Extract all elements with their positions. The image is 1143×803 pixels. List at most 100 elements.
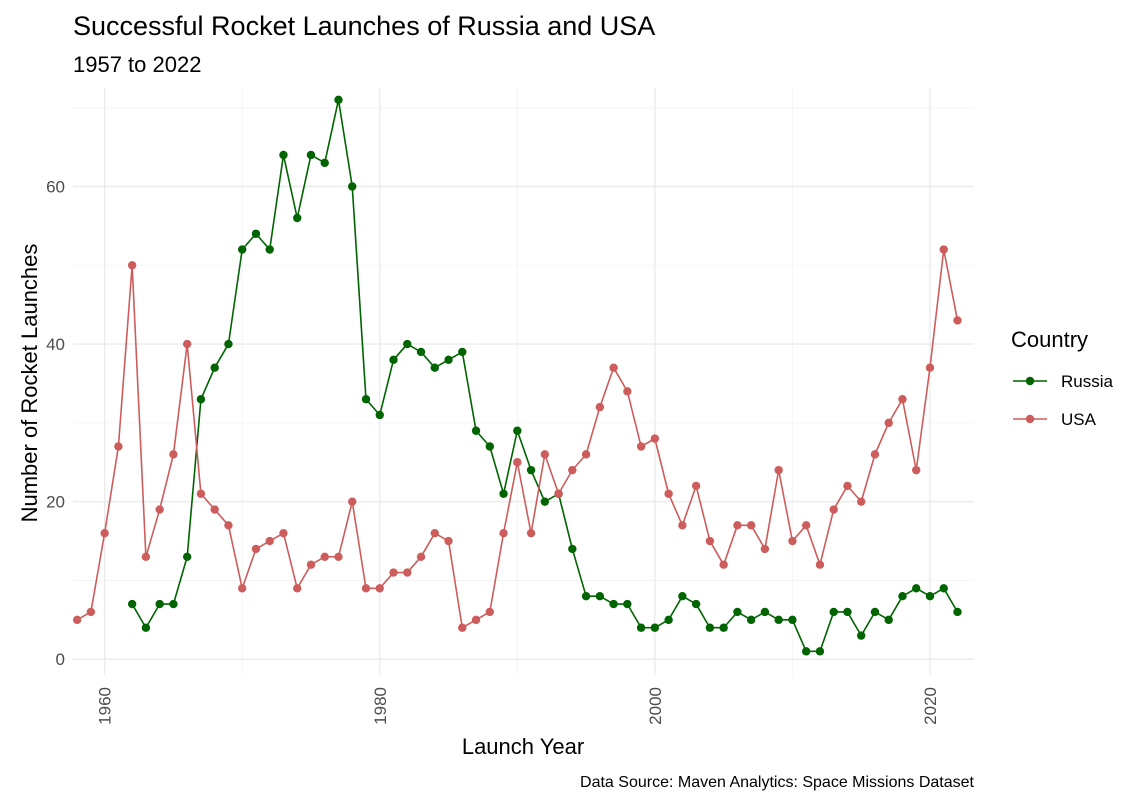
- russia-point: [925, 592, 935, 601]
- russia-point: [815, 647, 825, 656]
- legend-key-point: [1025, 376, 1035, 386]
- russia-point: [265, 245, 274, 254]
- usa-point: [554, 489, 563, 498]
- usa-point: [72, 615, 82, 625]
- russia-point: [237, 245, 247, 254]
- y-axis-title: Number of Rocket Launches: [17, 244, 42, 523]
- russia-point: [678, 592, 687, 601]
- russia-point: [953, 607, 962, 617]
- russia-point: [581, 592, 591, 601]
- usa-point: [884, 418, 893, 428]
- russia-point: [293, 213, 302, 223]
- usa-point: [925, 363, 935, 372]
- legend-item-russia: Russia: [1013, 372, 1114, 391]
- russia-point: [691, 599, 701, 609]
- usa-point: [664, 489, 673, 498]
- russia-point: [870, 607, 880, 617]
- series-usa: [72, 245, 962, 632]
- russia-point: [526, 465, 536, 475]
- russia-point: [705, 623, 715, 632]
- chart-title: Successful Rocket Launches of Russia and…: [73, 11, 655, 41]
- usa-point: [86, 607, 96, 617]
- usa-point: [127, 261, 137, 270]
- russia-point: [127, 599, 137, 609]
- usa-point: [650, 434, 660, 443]
- russia-point: [155, 599, 164, 609]
- legend-items: Russia USA: [1013, 372, 1114, 429]
- russia-point: [196, 395, 206, 404]
- russia-point: [898, 592, 907, 601]
- russia-point: [719, 623, 728, 632]
- russia-point: [210, 363, 219, 372]
- russia-point: [251, 229, 261, 238]
- russia-point: [857, 631, 866, 640]
- usa-point: [912, 465, 921, 475]
- x-tick-label: 1980: [371, 687, 390, 725]
- russia-point: [389, 355, 398, 365]
- y-tick-label: 0: [56, 650, 65, 669]
- chart-subtitle: 1957 to 2022: [73, 52, 201, 77]
- usa-point: [471, 615, 481, 625]
- usa-point: [499, 528, 508, 538]
- axis-tick-labels: 1960 1980 2000 2020 0 20 40 60: [46, 177, 940, 724]
- legend-item-usa: USA: [1013, 410, 1097, 429]
- russia-point: [636, 623, 646, 632]
- usa-point: [705, 536, 715, 546]
- usa-point: [210, 505, 219, 514]
- usa-point: [568, 465, 577, 475]
- usa-point: [320, 552, 329, 562]
- russia-point: [430, 363, 439, 372]
- usa-point: [623, 387, 632, 396]
- usa-point: [843, 481, 852, 491]
- usa-point: [444, 536, 453, 546]
- russia-point: [733, 607, 742, 617]
- usa-point: [334, 552, 343, 562]
- russia-point: [499, 489, 508, 498]
- y-tick-label: 40: [46, 335, 65, 354]
- russia-point: [829, 607, 838, 617]
- russia-point: [361, 395, 371, 404]
- russia-point: [169, 599, 178, 609]
- russia-point: [623, 599, 632, 609]
- usa-point: [829, 505, 838, 514]
- usa-point: [678, 521, 687, 530]
- caption: Data Source: Maven Analytics: Space Miss…: [580, 774, 975, 791]
- usa-point: [237, 584, 247, 593]
- x-tick-label: 1960: [96, 687, 115, 725]
- russia-point: [334, 95, 343, 105]
- russia-point: [788, 615, 797, 625]
- russia-point: [403, 339, 412, 349]
- series-russia: [127, 95, 962, 656]
- usa-point: [416, 552, 426, 562]
- russia-point: [471, 426, 481, 435]
- y-tick-label: 60: [46, 177, 65, 196]
- russia-point: [843, 607, 852, 617]
- legend-key-point: [1025, 414, 1035, 424]
- usa-point: [760, 544, 770, 554]
- x-axis-title: Launch Year: [462, 734, 584, 759]
- russia-point: [774, 615, 783, 625]
- usa-point: [719, 560, 728, 569]
- usa-point: [788, 536, 797, 546]
- usa-point: [100, 528, 109, 538]
- gridlines: [73, 88, 974, 675]
- russia-point: [884, 615, 893, 625]
- usa-point: [636, 442, 646, 451]
- usa-point: [265, 536, 274, 546]
- usa-point: [458, 623, 467, 632]
- usa-point: [196, 489, 206, 498]
- usa-point: [801, 521, 811, 530]
- x-tick-label: 2020: [921, 687, 940, 725]
- y-tick-label: 20: [46, 493, 65, 512]
- usa-point: [581, 450, 591, 459]
- usa-point: [114, 442, 123, 451]
- usa-point: [609, 363, 618, 372]
- usa-point: [169, 450, 178, 459]
- russia-point: [609, 599, 618, 609]
- russia-point: [801, 647, 811, 656]
- russia-point: [513, 426, 522, 435]
- russia-point: [182, 552, 192, 562]
- usa-point: [224, 521, 233, 530]
- usa-point: [403, 568, 412, 577]
